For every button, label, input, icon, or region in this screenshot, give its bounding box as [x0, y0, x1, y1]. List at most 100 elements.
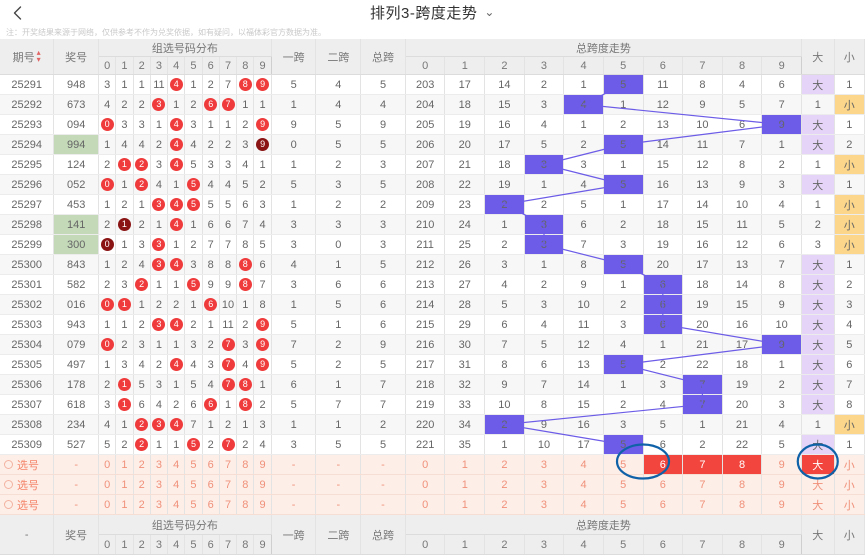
pick-trend-8[interactable]: 8 — [722, 474, 763, 495]
cell-dist-7[interactable]: 7 — [219, 354, 238, 375]
cell-span2[interactable]: 0 — [315, 234, 362, 255]
cell-big[interactable]: 大 — [801, 274, 835, 295]
cell-dist-2[interactable]: 4 — [133, 134, 151, 155]
table-row[interactable]: 25301 582 2 3 2 1 1 5 9 9 8 7 3 6 6 213 27 4 2 9 1 6 18 14 8 大 2 — [0, 274, 865, 295]
cell-small[interactable]: 7 — [834, 374, 865, 395]
cell-trend-8[interactable]: 15 — [722, 294, 763, 315]
cell-dist-0[interactable]: 0 — [98, 174, 117, 195]
cell-trend-3[interactable]: 3 — [524, 154, 565, 175]
cell-trend-1[interactable]: 35 — [444, 434, 486, 455]
cell-dist-7[interactable]: 7 — [219, 334, 238, 355]
cell-dist-1[interactable]: 2 — [115, 194, 134, 215]
table-row[interactable]: 25304 079 0 2 3 1 1 3 2 7 3 9 7 2 9 216 30 7 5 12 4 1 21 17 9 大 5 — [0, 334, 865, 355]
cell-dist-5[interactable]: 3 — [184, 114, 203, 135]
pick-trend-0[interactable]: 0 — [404, 494, 446, 515]
pick-trend-1[interactable]: 1 — [444, 494, 486, 515]
cell-dist-0[interactable]: 2 — [98, 274, 117, 295]
pick-trend-5[interactable]: 5 — [603, 454, 644, 475]
pick-small[interactable]: 小 — [834, 454, 865, 475]
cell-dist-2[interactable]: 2 — [133, 414, 151, 435]
cell-trend-6[interactable]: 1 — [643, 334, 684, 355]
pick-trend-1[interactable]: 1 — [444, 454, 486, 475]
cell-small[interactable]: 1 — [834, 174, 865, 195]
cell-small[interactable]: 小 — [834, 154, 865, 175]
cell-prize[interactable]: 843 — [53, 254, 100, 275]
cell-dist-1[interactable]: 1 — [115, 154, 134, 175]
table-row[interactable]: 25308 234 4 1 2 3 4 7 1 2 1 3 1 1 2 220 34 2 9 16 3 5 1 21 4 1 小 — [0, 414, 865, 435]
cell-dist-9[interactable]: 9 — [253, 334, 272, 355]
cell-dist-1[interactable]: 4 — [115, 134, 134, 155]
cell-prize[interactable]: 618 — [53, 394, 100, 415]
cell-issue[interactable]: 25296 — [0, 174, 55, 195]
cell-big[interactable]: 2 — [801, 214, 835, 235]
cell-trend-5[interactable]: 1 — [603, 274, 644, 295]
pick-dist-1[interactable]: 1 — [115, 494, 134, 515]
cell-prize[interactable]: 234 — [53, 414, 100, 435]
cell-dist-9[interactable]: 1 — [253, 374, 272, 395]
pick-dist-6[interactable]: 6 — [202, 454, 220, 475]
cell-span-total[interactable]: 3 — [360, 234, 406, 255]
cell-trend-7[interactable]: 15 — [682, 214, 723, 235]
cell-trend-8[interactable]: 19 — [722, 374, 763, 395]
cell-dist-4[interactable]: 1 — [167, 94, 186, 115]
cell-dist-3[interactable]: 1 — [150, 434, 169, 455]
cell-span2[interactable]: 2 — [315, 154, 362, 175]
cell-trend-2[interactable]: 14 — [484, 74, 525, 95]
cell-dist-4[interactable]: 4 — [167, 354, 186, 375]
cell-dist-1[interactable]: 3 — [115, 274, 134, 295]
cell-trend-5[interactable]: 1 — [603, 94, 644, 115]
cell-dist-5[interactable]: 5 — [184, 194, 203, 215]
cell-trend-3[interactable]: 2 — [524, 274, 565, 295]
cell-dist-5[interactable]: 5 — [184, 154, 203, 175]
pick-dist-6[interactable]: 6 — [202, 474, 220, 495]
cell-dist-1[interactable]: 2 — [115, 434, 134, 455]
cell-big[interactable]: 大 — [801, 334, 835, 355]
cell-dist-2[interactable]: 3 — [133, 334, 151, 355]
cell-issue[interactable]: 25304 — [0, 334, 55, 355]
cell-dist-3[interactable]: 3 — [150, 254, 169, 275]
table-row[interactable]: 25296 052 0 1 2 4 1 5 4 4 5 2 5 3 5 208 22 19 1 4 5 16 13 9 3 大 1 — [0, 174, 865, 195]
cell-trend-2[interactable]: 1 — [484, 434, 525, 455]
pick-dist-5[interactable]: 5 — [184, 494, 203, 515]
cell-small[interactable]: 小 — [834, 234, 865, 255]
cell-big[interactable]: 大 — [801, 74, 835, 95]
cell-prize[interactable]: 052 — [53, 174, 100, 195]
cell-small[interactable]: 6 — [834, 354, 865, 375]
cell-trend-5[interactable]: 2 — [603, 294, 644, 315]
cell-trend-0[interactable]: 214 — [404, 294, 446, 315]
cell-trend-2[interactable]: 2 — [484, 234, 525, 255]
cell-trend-6[interactable]: 20 — [643, 254, 684, 275]
cell-span1[interactable]: 3 — [270, 434, 317, 455]
cell-dist-1[interactable]: 2 — [115, 334, 134, 355]
cell-dist-9[interactable]: 9 — [253, 314, 272, 335]
pick-trend-0[interactable]: 0 — [404, 454, 446, 475]
cell-trend-7[interactable]: 11 — [682, 134, 723, 155]
cell-dist-7[interactable]: 11 — [219, 314, 238, 335]
cell-trend-3[interactable]: 3 — [524, 214, 565, 235]
pick-trend-1[interactable]: 1 — [444, 474, 486, 495]
cell-trend-7[interactable]: 20 — [682, 314, 723, 335]
cell-trend-2[interactable]: 7 — [484, 334, 525, 355]
cell-prize[interactable]: 016 — [53, 294, 100, 315]
cell-dist-0[interactable]: 2 — [98, 154, 117, 175]
cell-trend-5[interactable]: 5 — [603, 134, 644, 155]
cell-trend-9[interactable]: 4 — [761, 194, 803, 215]
cell-trend-0[interactable]: 218 — [404, 374, 446, 395]
cell-trend-3[interactable]: 1 — [524, 174, 565, 195]
cell-dist-5[interactable]: 2 — [184, 94, 203, 115]
cell-span1[interactable]: 6 — [270, 374, 317, 395]
cell-trend-6[interactable]: 3 — [643, 374, 684, 395]
cell-dist-0[interactable]: 1 — [98, 194, 117, 215]
cell-trend-2[interactable]: 2 — [484, 194, 525, 215]
cell-dist-9[interactable]: 4 — [253, 434, 272, 455]
cell-dist-0[interactable]: 4 — [98, 414, 117, 435]
cell-dist-9[interactable]: 9 — [253, 74, 272, 95]
cell-dist-2[interactable]: 1 — [133, 194, 151, 215]
pick-trend-5[interactable]: 5 — [603, 474, 644, 495]
cell-trend-0[interactable]: 208 — [404, 174, 446, 195]
cell-prize[interactable]: 994 — [53, 134, 100, 155]
pick-small[interactable]: 小 — [834, 474, 865, 495]
cell-dist-3[interactable]: 4 — [150, 174, 169, 195]
cell-span-total[interactable]: 9 — [360, 114, 406, 135]
cell-trend-2[interactable]: 19 — [484, 174, 525, 195]
